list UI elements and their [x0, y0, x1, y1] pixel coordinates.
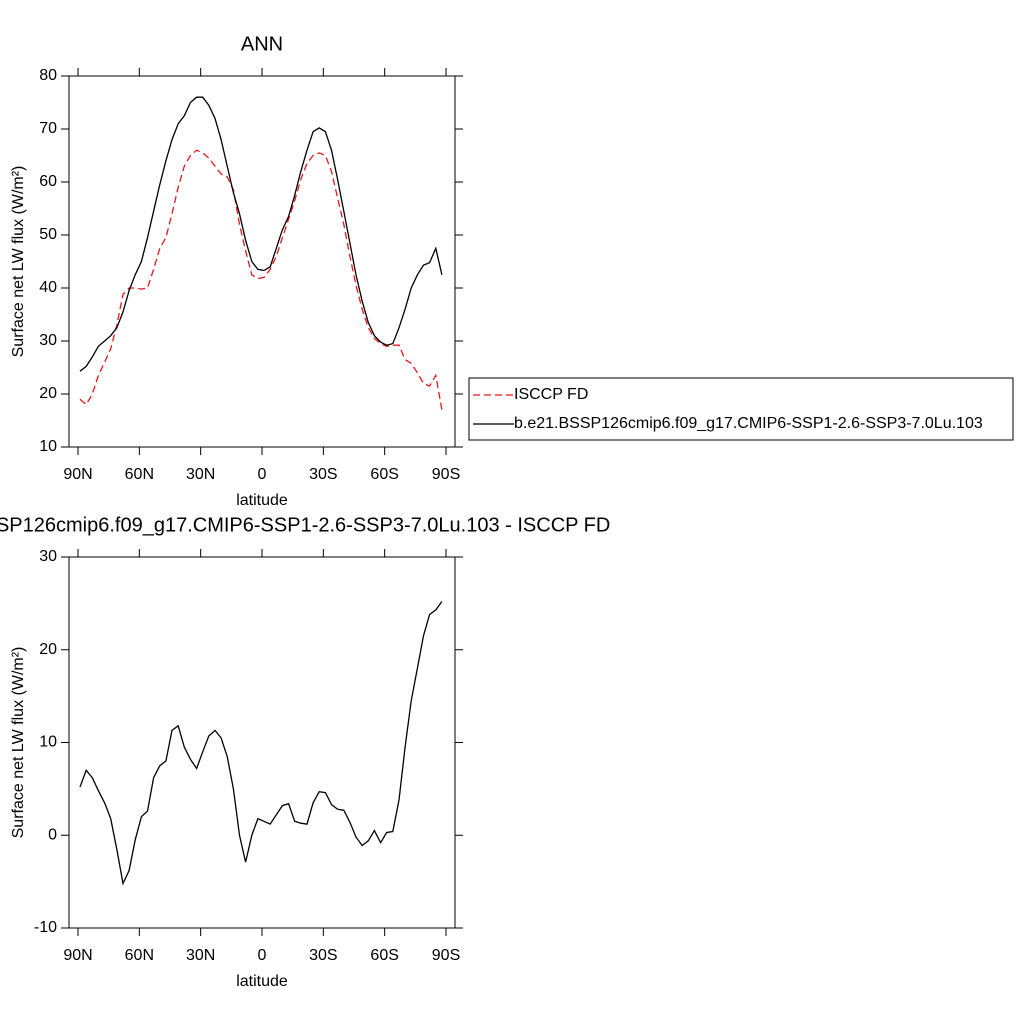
plot-frame — [68, 75, 456, 448]
y-tick-label: 0 — [48, 826, 57, 843]
y-tick-label: 30 — [39, 332, 57, 349]
x-tick-label: 30N — [186, 466, 215, 483]
x-tick-label: 90N — [63, 466, 92, 483]
x-tick-label: 90N — [63, 947, 92, 964]
y-tick-label: 70 — [39, 120, 57, 137]
x-tick-label: 30S — [309, 947, 337, 964]
y-axis-label: Surface net LW flux (W/m²) — [10, 166, 27, 358]
y-tick-label: -10 — [34, 919, 57, 936]
x-axis-label: latitude — [236, 492, 288, 509]
y-tick-label: 40 — [39, 279, 57, 296]
x-tick-label: 90S — [432, 947, 460, 964]
x-tick-label: 30N — [186, 947, 215, 964]
x-tick-label: 60S — [370, 466, 398, 483]
data-line — [79, 149, 443, 411]
y-tick-label: 80 — [39, 67, 57, 84]
y-axis-label: Surface net LW flux (W/m²) — [10, 647, 27, 839]
chart-title: b.e21.BSSP126cmip6.f09_g17.CMIP6-SSP1-2.… — [0, 514, 610, 536]
chart-title: ANN — [241, 33, 283, 55]
y-tick-label: 60 — [39, 173, 57, 190]
x-tick-label: 90S — [432, 466, 460, 483]
x-tick-label: 60S — [370, 947, 398, 964]
y-tick-label: 20 — [39, 385, 57, 402]
y-tick-label: 10 — [39, 734, 57, 751]
y-tick-label: 30 — [39, 548, 57, 565]
data-line — [79, 601, 443, 886]
legend-box — [468, 377, 1014, 441]
x-tick-label: 0 — [258, 466, 267, 483]
x-tick-label: 60N — [125, 947, 154, 964]
legend-label: b.e21.BSSP126cmip6.f09_g17.CMIP6-SSP1-2.… — [514, 415, 983, 432]
y-tick-label: 50 — [39, 226, 57, 243]
x-axis-label: latitude — [236, 973, 288, 990]
y-tick-label: 20 — [39, 641, 57, 658]
data-line — [79, 96, 443, 372]
x-tick-label: 0 — [258, 947, 267, 964]
x-tick-label: 30S — [309, 466, 337, 483]
x-tick-label: 60N — [125, 466, 154, 483]
y-tick-label: 10 — [39, 438, 57, 455]
plot-frame — [68, 556, 456, 929]
legend-label: ISCCP FD — [514, 386, 588, 403]
